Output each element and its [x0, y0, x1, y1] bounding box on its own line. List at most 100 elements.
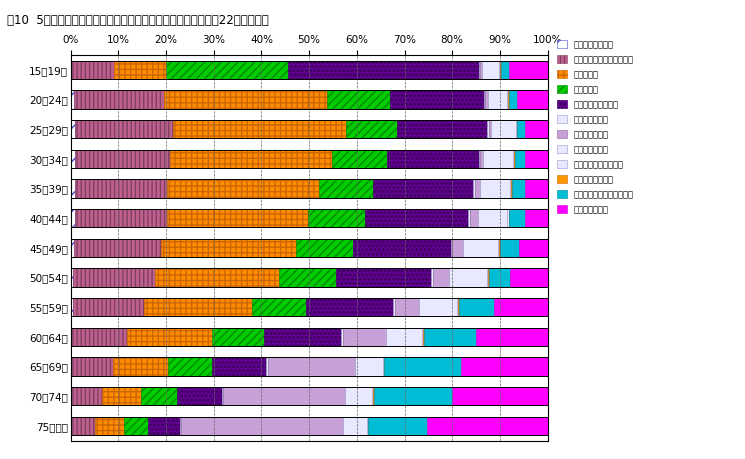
Bar — [74, 239, 161, 257]
Bar — [451, 387, 548, 405]
Bar — [510, 179, 511, 198]
Bar — [499, 61, 500, 79]
Bar — [468, 209, 469, 227]
Bar — [71, 269, 74, 287]
Bar — [71, 61, 72, 79]
Bar — [71, 209, 75, 227]
Bar — [223, 387, 345, 405]
Bar — [519, 239, 548, 257]
Bar — [478, 61, 480, 79]
Bar — [71, 150, 75, 168]
Bar — [71, 61, 548, 79]
Bar — [341, 328, 343, 346]
Bar — [71, 298, 548, 316]
Bar — [525, 150, 548, 168]
Bar — [71, 90, 548, 109]
Bar — [475, 179, 481, 198]
Bar — [168, 357, 212, 375]
Bar — [71, 357, 72, 375]
Bar — [501, 61, 509, 79]
Bar — [353, 239, 451, 257]
Bar — [384, 357, 461, 375]
Bar — [395, 298, 419, 316]
Bar — [71, 120, 548, 139]
Bar — [212, 328, 264, 346]
Bar — [71, 328, 548, 346]
Bar — [390, 90, 484, 109]
Bar — [327, 90, 390, 109]
Bar — [469, 209, 478, 227]
Bar — [71, 417, 548, 435]
Bar — [75, 209, 167, 227]
Bar — [71, 150, 548, 168]
Bar — [419, 298, 457, 316]
Bar — [517, 90, 548, 109]
Bar — [71, 298, 74, 316]
Bar — [71, 90, 74, 109]
Bar — [165, 90, 327, 109]
Bar — [161, 239, 297, 257]
Bar — [74, 269, 155, 287]
Bar — [459, 298, 494, 316]
Bar — [383, 357, 384, 375]
Bar — [253, 298, 306, 316]
Bar — [74, 298, 144, 316]
Bar — [127, 328, 212, 346]
Bar — [75, 150, 170, 168]
Bar — [373, 179, 473, 198]
Bar — [148, 417, 180, 435]
Bar — [167, 209, 308, 227]
Bar — [498, 239, 499, 257]
Bar — [71, 209, 548, 227]
Bar — [288, 61, 478, 79]
Bar — [457, 298, 458, 316]
Bar — [393, 298, 395, 316]
Bar — [166, 61, 288, 79]
Bar — [398, 120, 487, 139]
Bar — [71, 417, 72, 435]
Bar — [221, 387, 223, 405]
Bar — [473, 179, 475, 198]
Text: 図10  5歳階級別における職業大分類別の就業者割合　女（平成22年　全国）: 図10 5歳階級別における職業大分類別の就業者割合 女（平成22年 全国） — [7, 14, 269, 27]
Bar — [482, 61, 499, 79]
Bar — [180, 417, 181, 435]
Bar — [71, 387, 72, 405]
Bar — [463, 239, 498, 257]
Bar — [308, 209, 365, 227]
Bar — [525, 179, 548, 198]
Bar — [71, 179, 548, 198]
Bar — [113, 357, 168, 375]
Bar — [72, 387, 102, 405]
Bar — [181, 417, 343, 435]
Bar — [512, 179, 525, 198]
Bar — [478, 209, 507, 227]
Bar — [346, 120, 398, 139]
Bar — [487, 269, 488, 287]
Bar — [507, 209, 509, 227]
Bar — [102, 387, 142, 405]
Bar — [481, 150, 483, 168]
Bar — [510, 269, 548, 287]
Bar — [433, 269, 449, 287]
Bar — [387, 150, 479, 168]
Bar — [167, 179, 319, 198]
Bar — [267, 357, 355, 375]
Bar — [476, 328, 548, 346]
Bar — [424, 328, 476, 346]
Bar — [71, 239, 74, 257]
Bar — [509, 209, 525, 227]
Bar — [488, 90, 507, 109]
Bar — [72, 357, 113, 375]
Bar — [72, 61, 114, 79]
Bar — [515, 150, 525, 168]
Bar — [212, 357, 267, 375]
Bar — [461, 357, 548, 375]
Bar — [387, 328, 422, 346]
Bar — [279, 269, 336, 287]
Bar — [72, 328, 127, 346]
Bar — [489, 269, 510, 287]
Bar — [500, 239, 519, 257]
Bar — [71, 120, 75, 139]
Bar — [95, 417, 124, 435]
Bar — [507, 90, 509, 109]
